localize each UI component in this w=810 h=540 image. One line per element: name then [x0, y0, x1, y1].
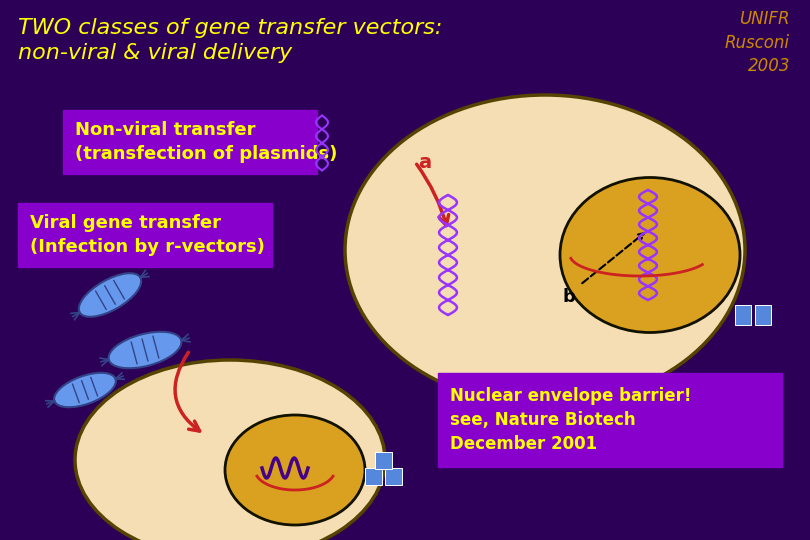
Text: TWO classes of gene transfer vectors:
non-viral & viral delivery: TWO classes of gene transfer vectors: no…	[18, 18, 442, 63]
Ellipse shape	[225, 415, 365, 525]
Bar	[755, 305, 771, 325]
Bar	[735, 305, 751, 325]
Ellipse shape	[75, 360, 385, 540]
Ellipse shape	[560, 178, 740, 333]
Ellipse shape	[109, 332, 181, 368]
FancyBboxPatch shape	[438, 373, 782, 467]
Bar	[365, 468, 382, 485]
Text: a: a	[418, 153, 431, 172]
Text: Nuclear envelope barrier!
see, Nature Biotech
December 2001: Nuclear envelope barrier! see, Nature Bi…	[450, 387, 692, 453]
Text: UNIFR
Rusconi
2003: UNIFR Rusconi 2003	[725, 10, 790, 75]
Text: Viral gene transfer
(Infection by r-vectors): Viral gene transfer (Infection by r-vect…	[30, 214, 265, 256]
Ellipse shape	[345, 95, 745, 405]
FancyBboxPatch shape	[18, 203, 272, 267]
Bar	[385, 468, 402, 485]
FancyBboxPatch shape	[63, 110, 317, 174]
Bar	[375, 452, 392, 469]
Ellipse shape	[54, 373, 116, 407]
Text: Non-viral transfer
(transfection of plasmids): Non-viral transfer (transfection of plas…	[75, 121, 338, 163]
Ellipse shape	[79, 273, 141, 317]
Text: b: b	[563, 288, 576, 306]
